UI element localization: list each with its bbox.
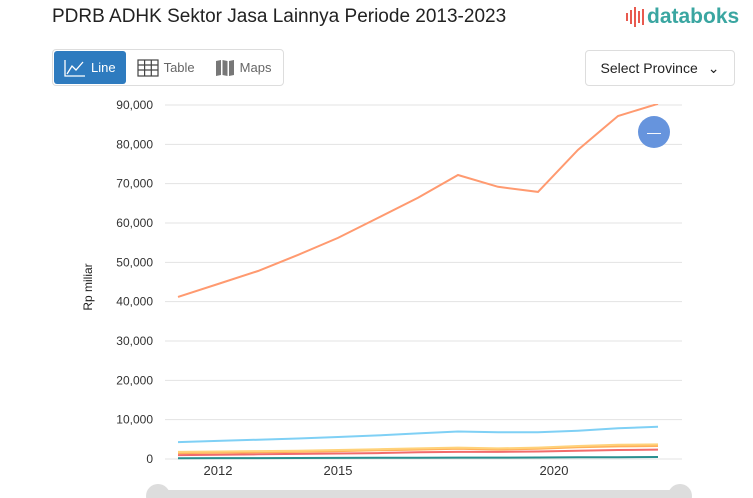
y-axis-label: Rp miliar: [81, 263, 95, 310]
series-line: [177, 443, 659, 453]
series-line: [177, 425, 659, 444]
table-icon: [136, 58, 159, 77]
y-tick-label: 70,000: [116, 177, 153, 191]
y-tick-label: 0: [146, 452, 153, 466]
tab-maps-label: Maps: [239, 60, 272, 75]
logo-bars-icon: [626, 7, 644, 27]
line-chart: 0 10,000 20,000 30,000 40,000 50,000 60,000 70,…: [81, 98, 692, 498]
tab-line[interactable]: Line: [54, 51, 126, 84]
province-select[interactable]: Select Province ⌄: [585, 50, 735, 86]
map-icon: [215, 59, 234, 76]
range-slider-track: [158, 490, 680, 498]
tab-maps[interactable]: Maps: [205, 50, 282, 85]
minus-icon: —: [647, 124, 661, 140]
x-tick-label: 2020: [540, 463, 569, 478]
series-line: [177, 456, 659, 460]
province-select-label: Select Province: [600, 60, 698, 76]
y-tick-label: 30,000: [116, 334, 153, 348]
chart-title: PDRB ADHK Sektor Jasa Lainnya Periode 20…: [52, 6, 507, 27]
x-tick-label: 2012: [204, 463, 233, 478]
tab-line-label: Line: [91, 60, 116, 75]
databoks-logo[interactable]: databoks: [626, 5, 739, 29]
y-tick-label: 10,000: [116, 413, 153, 427]
zoom-out-button[interactable]: —: [638, 116, 670, 148]
chevron-down-icon: ⌄: [707, 59, 720, 76]
tab-table-label: Table: [163, 60, 195, 75]
series-line: [177, 445, 659, 455]
x-tick-label: 2015: [324, 463, 353, 478]
y-tick-label: 90,000: [116, 98, 153, 112]
range-slider-right-handle: [668, 484, 692, 498]
y-tick-label: 60,000: [116, 216, 153, 230]
view-tabs: Line Table Maps: [52, 49, 284, 86]
range-slider-left-handle: [146, 484, 170, 498]
logo-text: databoks: [647, 5, 740, 28]
y-tick-label: 80,000: [116, 137, 153, 151]
y-tick-label: 20,000: [116, 373, 153, 387]
y-tick-label: 50,000: [116, 255, 153, 269]
line-chart-icon: [64, 59, 85, 77]
tab-table[interactable]: Table: [127, 50, 205, 85]
y-tick-label: 40,000: [116, 295, 153, 309]
series-line: [177, 448, 659, 457]
series-line: [177, 104, 659, 298]
